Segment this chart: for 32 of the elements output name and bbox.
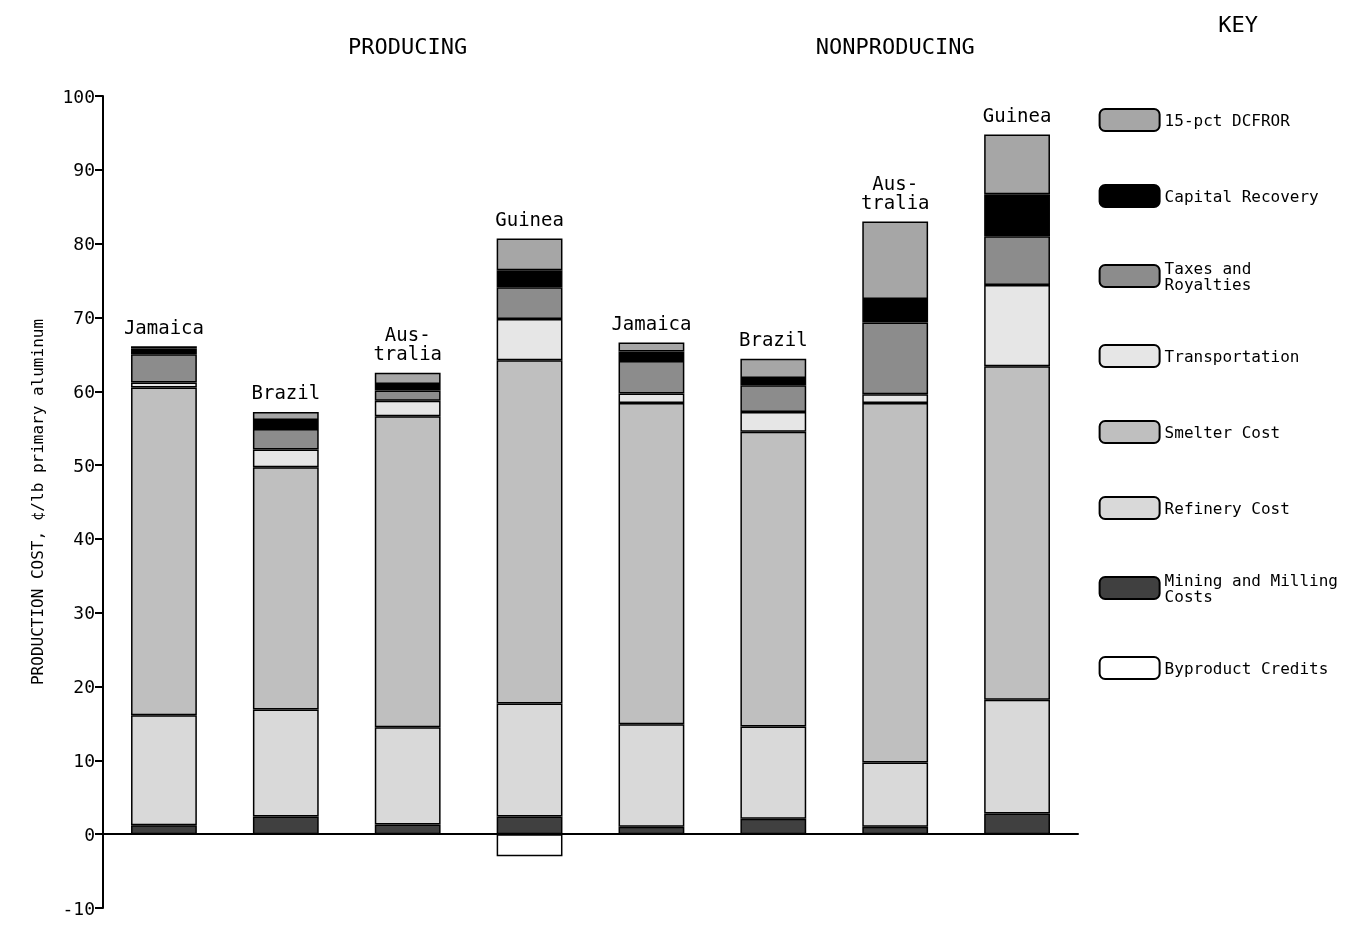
- y-tick-label: 60: [73, 380, 95, 402]
- y-tick-label: 20: [73, 676, 95, 698]
- y-tick-label: 40: [73, 528, 95, 550]
- x-tick-label: Brazil: [738, 328, 808, 351]
- x-tick-label: Aus- tralia: [373, 323, 443, 365]
- x-tick-label: Jamaica: [611, 312, 692, 335]
- x-tick-label: Brazil: [251, 381, 321, 404]
- legend-label: 15-pct DCFROR: [1164, 110, 1291, 130]
- y-tick-label: 10: [73, 749, 95, 771]
- text: PRODUCING: [348, 33, 468, 59]
- y-tick-label: 70: [73, 306, 95, 328]
- legend-label: Transportation: [1164, 346, 1300, 366]
- legend-label: Smelter Cost: [1164, 422, 1281, 442]
- y-tick-label: 90: [73, 159, 95, 181]
- y-tick-label: 50: [73, 454, 95, 476]
- y-tick-label: 30: [73, 602, 95, 624]
- y-tick-label: 0: [84, 823, 95, 845]
- legend-title: KEY: [1218, 11, 1259, 37]
- legend-label: Taxes and Royalties: [1164, 258, 1252, 294]
- x-tick-label: Aus- tralia: [860, 171, 930, 213]
- legend-label: Mining and Milling Costs: [1164, 570, 1338, 606]
- text: NONPRODUCING: [815, 33, 975, 59]
- x-tick-label: Jamaica: [123, 315, 204, 338]
- x-tick-label: Guinea: [495, 207, 564, 230]
- y-axis-title: PRODUCTION COST, ¢/lb primary aluminum: [27, 318, 47, 686]
- legend-label: Refinery Cost: [1164, 498, 1290, 518]
- y-tick-label: 100: [62, 85, 95, 107]
- legend-label: Capital Recovery: [1164, 186, 1320, 206]
- legend-label: Byproduct Credits: [1164, 658, 1329, 678]
- y-tick-label: 80: [73, 233, 95, 255]
- y-tick-label: -10: [62, 897, 95, 919]
- x-tick-label: Guinea: [982, 103, 1052, 126]
